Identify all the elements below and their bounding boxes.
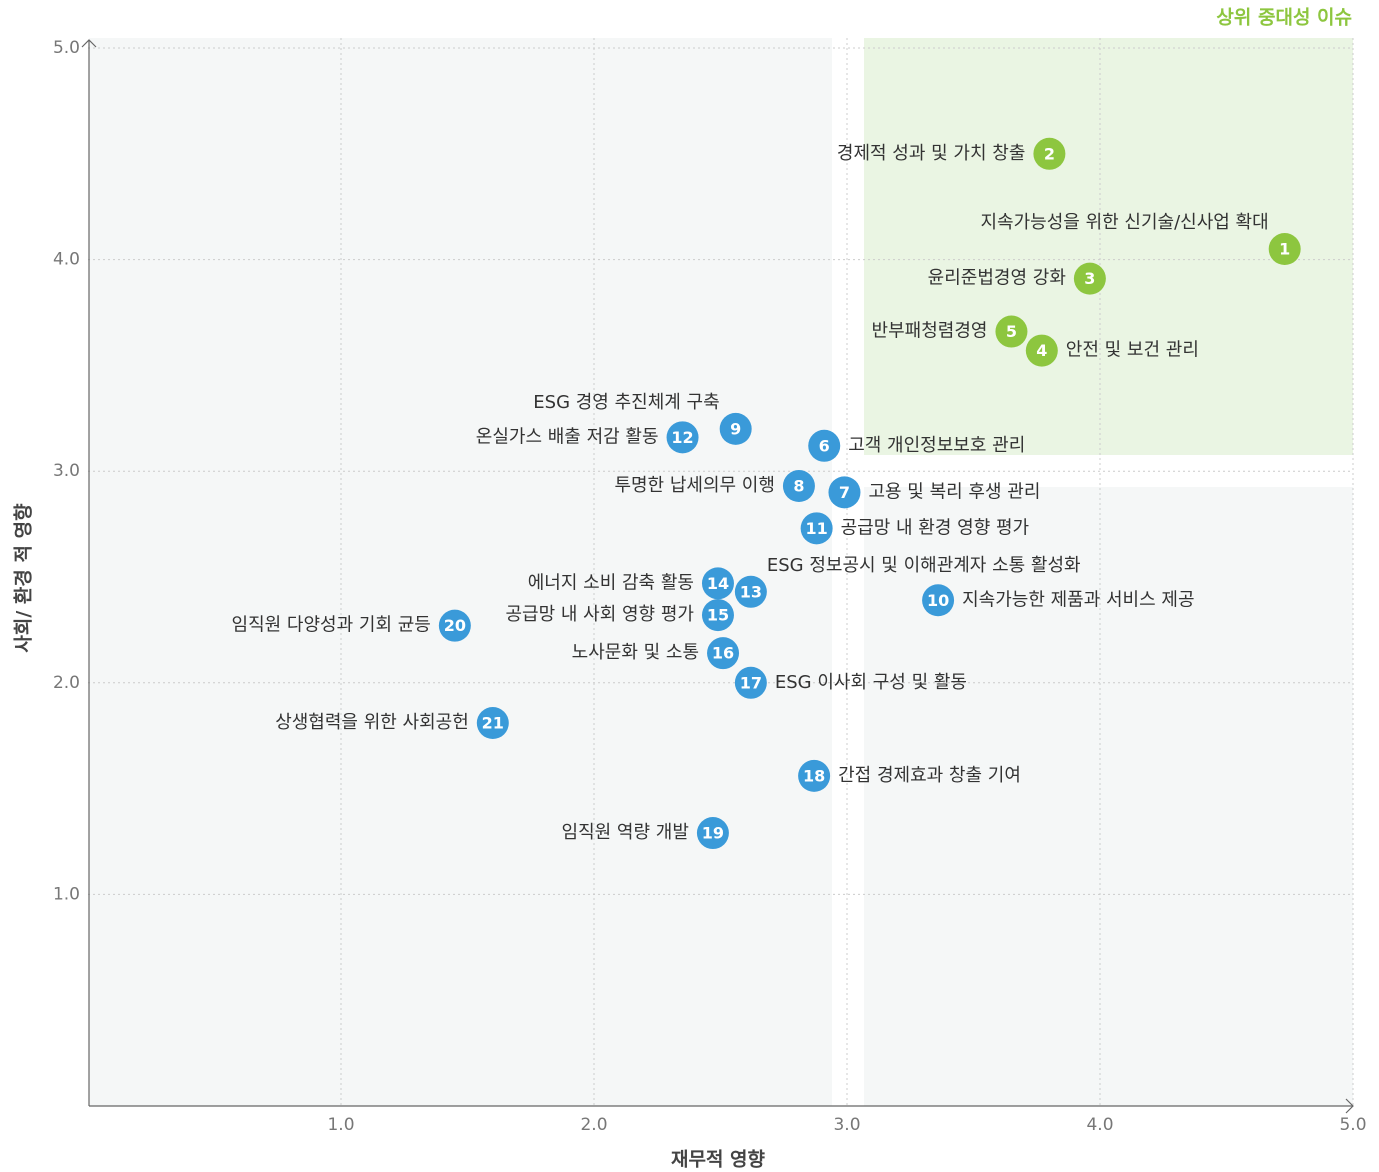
- point-label: 간접 경제효과 창출 기여: [838, 765, 1021, 786]
- point: [995, 315, 1028, 348]
- x-tick-label: 3.0: [833, 1115, 860, 1135]
- point-number: 5: [1006, 322, 1017, 341]
- point: [707, 637, 740, 670]
- point-number: 1: [1279, 240, 1290, 259]
- point-label: 지속가능성을 위한 신기술/신사업 확대: [980, 212, 1268, 233]
- point: [808, 429, 841, 462]
- point-number: 17: [740, 673, 762, 692]
- point-label: 고객 개인정보보호 관리: [848, 435, 1025, 456]
- point: [719, 412, 752, 445]
- point-number: 14: [707, 574, 729, 593]
- y-tick-label: 5.0: [53, 38, 80, 58]
- point-number: 12: [671, 428, 693, 447]
- point: [798, 759, 831, 792]
- point-label: 공급망 내 환경 영향 평가: [841, 517, 1030, 538]
- point: [1073, 262, 1106, 295]
- point: [701, 599, 734, 632]
- point-label: 안전 및 보건 관리: [1066, 340, 1199, 361]
- x-tick-label: 5.0: [1339, 1115, 1366, 1135]
- quadrant-background: [864, 487, 1353, 1106]
- point-number: 2: [1044, 144, 1055, 163]
- point: [734, 666, 767, 699]
- y-tick-label: 2.0: [53, 673, 80, 693]
- point-label: 임직원 역량 개발: [562, 822, 689, 843]
- y-axis-arrow: [81, 39, 97, 48]
- point: [734, 575, 767, 608]
- chart-title: 상위 중대성 이슈: [1216, 7, 1352, 29]
- point-number: 11: [806, 519, 828, 538]
- point: [828, 476, 861, 509]
- point-number: 3: [1084, 269, 1095, 288]
- point-number: 10: [927, 591, 949, 610]
- point: [782, 470, 815, 503]
- point-label: 경제적 성과 및 가치 창출: [837, 143, 1026, 164]
- point: [1268, 233, 1301, 266]
- point-label: 노사문화 및 소통: [572, 642, 699, 663]
- point-label: ESG 경영 추진체계 구축: [533, 392, 719, 413]
- x-axis-label: 재무적 영향: [671, 1149, 766, 1171]
- point: [701, 567, 734, 600]
- point-number: 18: [803, 766, 825, 785]
- point-number: 19: [702, 824, 724, 843]
- x-axis-arrow: [1345, 1098, 1354, 1114]
- point-number: 8: [793, 477, 804, 496]
- point: [922, 584, 955, 617]
- point: [438, 609, 471, 642]
- point: [476, 707, 509, 740]
- point: [1033, 137, 1066, 170]
- point-label: 투명한 납세의무 이행: [614, 475, 774, 496]
- y-tick-label: 1.0: [53, 884, 80, 904]
- point-number: 15: [707, 606, 729, 625]
- point: [800, 512, 833, 545]
- point-number: 4: [1036, 341, 1047, 360]
- point: [696, 817, 729, 850]
- point-number: 13: [740, 582, 762, 601]
- point-number: 7: [839, 483, 850, 502]
- point-label: 온실가스 배출 저감 활동: [476, 426, 659, 447]
- points: 1 지속가능성을 위한 신기술/신사업 확대 2 경제적 성과 및 가치 창출 3 윤리준…: [232, 137, 1301, 850]
- x-tick-label: 4.0: [1086, 1115, 1113, 1135]
- point-number: 20: [444, 616, 466, 635]
- point-number: 6: [819, 436, 830, 455]
- point: [1025, 334, 1058, 367]
- x-tick-label: 2.0: [580, 1115, 607, 1135]
- y-tick-label: 4.0: [53, 250, 80, 270]
- y-axis-label: 사회/ 환경 적 영향: [13, 503, 35, 653]
- y-tick-label: 3.0: [53, 461, 80, 481]
- point-label: 윤리준법경영 강화: [928, 268, 1066, 289]
- x-tick-label: 1.0: [327, 1115, 354, 1135]
- point: [666, 421, 699, 454]
- point-label: 고용 및 복리 후생 관리: [868, 481, 1040, 502]
- point-number: 16: [712, 644, 734, 663]
- grid: [88, 38, 1354, 1106]
- point-label: 임직원 다양성과 기회 균등: [232, 615, 431, 636]
- point-label: ESG 이사회 구성 및 활동: [775, 672, 967, 693]
- point-label: 상생협력을 위한 사회공헌: [275, 712, 469, 733]
- point-number: 9: [730, 419, 741, 438]
- point-label: 반부패청렴경영: [872, 321, 988, 342]
- point-number: 21: [482, 714, 504, 733]
- point-label: 공급망 내 사회 영향 평가: [505, 604, 694, 625]
- point-label: 지속가능한 제품과 서비스 제공: [962, 589, 1194, 610]
- point-label: 에너지 소비 감축 활동: [528, 572, 694, 593]
- point-label: ESG 정보공시 및 이해관계자 소통 활성화: [767, 555, 1081, 576]
